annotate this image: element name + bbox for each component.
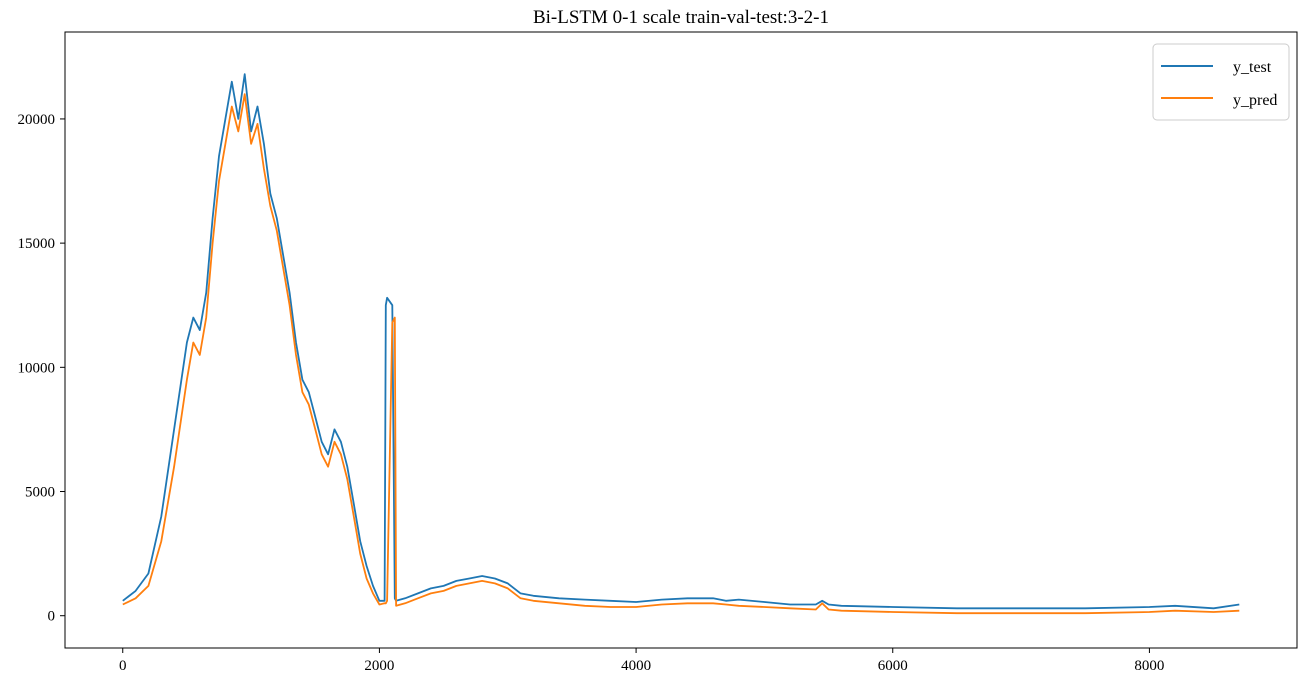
series-layer [122,73,1240,615]
legend-entry-y_pred: y_pred [1161,92,1277,109]
y-tick-label: 15000 [18,236,56,252]
y-tick-label: 5000 [25,485,55,501]
plot-frame [64,31,1298,649]
legend-label-y_test: y_test [1233,59,1272,76]
x-tick-label: 8000 [1134,658,1164,674]
x-tick-label: 2000 [364,658,394,674]
x-tick-label: 0 [119,658,127,674]
y-tick-label: 10000 [18,360,56,376]
x-tick-label: 6000 [878,658,908,674]
legend-label-y_pred: y_pred [1233,92,1277,109]
axes-layer: 0 2000 4000 6000 8000 0 5000 10000 15000 20000 [18,31,1298,674]
legend: y_test y_pred [1152,43,1290,121]
x-tick-label: 4000 [621,658,651,674]
series-line-y_pred [122,93,1240,615]
y-tick-label: 20000 [18,112,56,128]
legend-entry-y_test: y_test [1161,59,1272,76]
y-tick-label: 0 [48,609,56,625]
chart-title: Bi-LSTM 0-1 scale train-val-test:3-2-1 [533,7,829,28]
legend-frame [1152,43,1290,121]
series-line-y_test [122,73,1240,610]
